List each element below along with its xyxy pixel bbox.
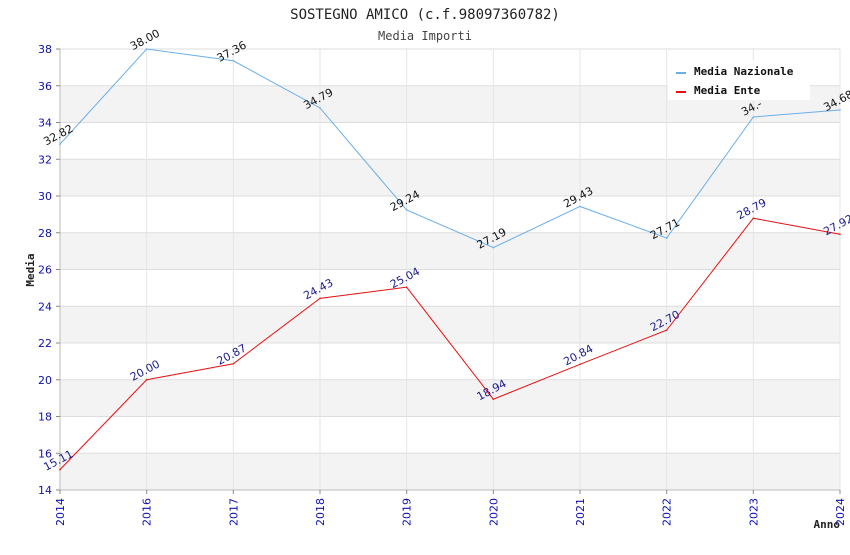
grid-band bbox=[60, 232, 840, 270]
data-point bbox=[405, 286, 408, 288]
y-tick-label: 36 bbox=[38, 80, 52, 93]
grid-band bbox=[60, 159, 840, 196]
data-point bbox=[752, 217, 755, 220]
series-line bbox=[59, 48, 841, 249]
legend: Media Nazionale Media Ente bbox=[668, 60, 810, 100]
data-point bbox=[665, 237, 668, 239]
x-tick-label: 2014 bbox=[54, 498, 67, 526]
x-tick-label: 2022 bbox=[661, 498, 674, 526]
y-tick-label: 28 bbox=[38, 227, 52, 240]
data-point bbox=[319, 297, 321, 300]
y-tick-label: 34 bbox=[38, 117, 52, 130]
x-axis-label: Anno bbox=[814, 518, 841, 531]
series-lines bbox=[59, 48, 841, 471]
data-point bbox=[839, 233, 841, 236]
data-point bbox=[319, 107, 321, 109]
x-tick-label: 2021 bbox=[574, 498, 587, 526]
data-point bbox=[59, 468, 61, 471]
y-tick-label: 16 bbox=[38, 447, 52, 460]
background-bands bbox=[60, 85, 840, 490]
y-tick-label: 20 bbox=[38, 374, 52, 387]
data-point bbox=[579, 205, 581, 208]
x-tick-label: 2020 bbox=[487, 498, 500, 526]
legend-label-media-nazionale: Media Nazionale bbox=[694, 65, 794, 78]
y-tick-label: 22 bbox=[38, 337, 52, 350]
legend-box bbox=[668, 60, 810, 100]
data-point bbox=[145, 378, 148, 381]
x-tick-label: 2018 bbox=[314, 498, 327, 526]
chart-title: SOSTEGNO AMICO (c.f.98097360782) bbox=[290, 7, 560, 23]
y-tick-label: 18 bbox=[38, 411, 52, 424]
y-tick-label: 24 bbox=[38, 300, 52, 313]
grid-band bbox=[60, 453, 840, 490]
data-point bbox=[492, 246, 495, 249]
series-line bbox=[59, 217, 841, 470]
data-point bbox=[232, 362, 235, 365]
chart-subtitle: Media Importi bbox=[378, 29, 472, 43]
grid-band bbox=[60, 306, 840, 343]
data-label: 20.84 bbox=[561, 342, 595, 368]
grid-band bbox=[60, 379, 840, 417]
data-point bbox=[665, 329, 668, 331]
x-tick-label: 2017 bbox=[227, 498, 240, 526]
x-tick-label: 2019 bbox=[401, 498, 414, 526]
legend-label-media-ente: Media Ente bbox=[694, 84, 761, 97]
y-axis-label: Media bbox=[24, 253, 37, 286]
data-point bbox=[492, 398, 495, 401]
y-tick-label: 26 bbox=[38, 264, 52, 277]
x-tick-label: 2016 bbox=[141, 498, 154, 526]
data-point bbox=[752, 116, 755, 118]
x-tick-label: 2024 bbox=[834, 498, 847, 526]
x-tick-labels: 2014 2016 2017 2018 2019 2020 2021 2022 2023 2024 bbox=[54, 490, 847, 526]
data-point bbox=[232, 59, 235, 62]
y-tick-label: 32 bbox=[38, 153, 52, 166]
x-tick-label: 2023 bbox=[747, 498, 760, 526]
data-point bbox=[405, 209, 408, 211]
data-point bbox=[839, 109, 841, 111]
data-point bbox=[145, 48, 148, 50]
y-tick-labels: 14 16 18 20 22 24 26 28 30 32 34 36 38 bbox=[38, 43, 60, 497]
y-tick-label: 38 bbox=[38, 43, 52, 56]
y-tick-label: 30 bbox=[38, 190, 52, 203]
y-tick-label: 14 bbox=[38, 484, 52, 497]
data-label: 24.43 bbox=[301, 276, 335, 302]
data-label: 28.79 bbox=[735, 196, 769, 222]
data-point bbox=[59, 143, 61, 145]
grid-lines bbox=[60, 48, 841, 491]
data-point bbox=[579, 363, 581, 366]
